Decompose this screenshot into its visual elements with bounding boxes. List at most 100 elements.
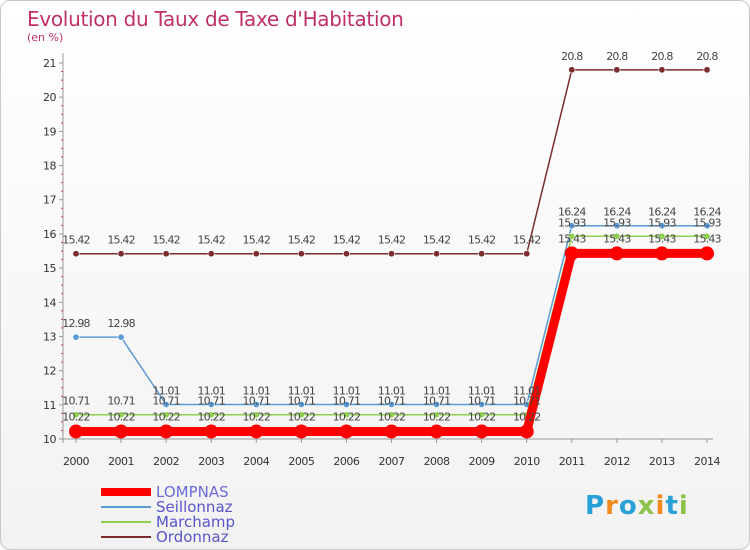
data-label: 10.71 (152, 395, 180, 408)
data-point-seillonnaz (72, 333, 80, 341)
data-point-seillonnaz (117, 333, 125, 341)
data-label: 16.24 (603, 206, 631, 219)
legend-swatch (101, 506, 151, 508)
data-point-lompnas (339, 424, 354, 439)
data-point-marchamp (387, 411, 395, 419)
y-tick-label: 14 (43, 296, 56, 309)
data-point-lompnas (609, 246, 624, 261)
y-tick-label: 15 (43, 262, 56, 275)
data-label: 10.22 (468, 411, 496, 424)
data-point-ordonnaz (162, 250, 170, 258)
x-tick-label: 2005 (288, 455, 314, 468)
data-point-ordonnaz (342, 250, 350, 258)
data-point-seillonnaz (252, 400, 260, 408)
x-tick-label: 2012 (604, 455, 630, 468)
y-tick-label: 11 (43, 399, 56, 412)
data-point-ordonnaz (523, 250, 531, 258)
y-tick-label: 18 (43, 160, 56, 173)
y-tick-label: 16 (43, 228, 56, 241)
data-label: 11.01 (378, 384, 406, 397)
data-label: 20.8 (561, 50, 583, 63)
data-label: 15.93 (603, 216, 631, 229)
data-label: 10.71 (288, 395, 316, 408)
y-tick-label: 17 (43, 194, 56, 207)
data-point-seillonnaz (387, 400, 395, 408)
data-label: 10.22 (152, 411, 180, 424)
legend-label: Marchamp (156, 513, 236, 531)
data-point-seillonnaz (162, 400, 170, 408)
x-tick-label: 2014 (694, 455, 720, 468)
x-tick-label: 2007 (379, 455, 405, 468)
data-label: 20.8 (606, 50, 628, 63)
data-label: 10.22 (107, 411, 135, 424)
data-point-marchamp (117, 411, 125, 419)
data-point-ordonnaz (703, 66, 711, 74)
data-label: 10.71 (62, 395, 90, 408)
x-tick-label: 2004 (243, 455, 269, 468)
data-label: 15.93 (558, 216, 586, 229)
chart-subtitle: (en %) (27, 31, 64, 44)
data-point-seillonnaz (703, 222, 711, 230)
x-tick-label: 2003 (198, 455, 224, 468)
data-label: 12.98 (107, 317, 135, 330)
data-label: 15.42 (243, 234, 271, 247)
x-tick-label: 2010 (514, 455, 540, 468)
x-tick-label: 2002 (153, 455, 179, 468)
x-tick-label: 2011 (559, 455, 585, 468)
data-point-ordonnaz (252, 250, 260, 258)
data-label: 10.22 (288, 411, 316, 424)
data-point-seillonnaz (613, 222, 621, 230)
data-point-marchamp (478, 411, 486, 419)
data-point-lompnas (69, 424, 83, 439)
y-tick-label: 20 (43, 91, 56, 104)
data-label: 11.01 (513, 384, 541, 397)
data-label: 15.42 (513, 234, 541, 247)
logo-letter: P (585, 491, 606, 521)
data-point-ordonnaz (72, 250, 80, 258)
legend-label: Seillonnaz (156, 498, 233, 516)
data-label: 15.42 (107, 234, 135, 247)
data-point-lompnas (159, 424, 174, 439)
data-label: 11.01 (423, 384, 451, 397)
data-label: 15.42 (62, 234, 90, 247)
data-label: 10.22 (197, 411, 225, 424)
chart-title: Evolution du Taux de Taxe d'Habitation (27, 7, 404, 31)
data-point-marchamp (72, 411, 80, 419)
data-label: 11.01 (333, 384, 361, 397)
legend-label: Ordonnaz (156, 528, 229, 546)
data-label: 15.42 (197, 234, 225, 247)
logo-letter: o (618, 491, 638, 521)
data-point-lompnas (114, 424, 129, 439)
data-label: 11.01 (468, 384, 496, 397)
data-point-ordonnaz (433, 250, 441, 258)
data-point-lompnas (654, 246, 669, 261)
data-label: 15.42 (468, 234, 496, 247)
x-tick-label: 2001 (108, 455, 134, 468)
data-label: 10.71 (423, 395, 451, 408)
data-label: 10.71 (107, 395, 135, 408)
x-tick-label: 2009 (469, 455, 495, 468)
data-point-lompnas (429, 424, 444, 439)
x-tick-label: 2013 (649, 455, 675, 468)
y-tick-label: 19 (43, 125, 56, 138)
data-point-seillonnaz (658, 222, 666, 230)
data-label: 12.98 (62, 317, 90, 330)
x-tick-label: 2008 (424, 455, 450, 468)
data-point-seillonnaz (207, 400, 215, 408)
data-point-lompnas (384, 424, 399, 439)
data-label: 10.22 (243, 411, 271, 424)
data-point-marchamp (252, 411, 260, 419)
data-label: 15.43 (558, 232, 586, 245)
logo-letter: i (678, 491, 689, 521)
data-point-ordonnaz (478, 250, 486, 258)
legend-swatch (101, 521, 151, 523)
data-label: 20.8 (651, 50, 673, 63)
data-label: 15.43 (603, 232, 631, 245)
data-label: 15.93 (693, 216, 721, 229)
data-point-ordonnaz (613, 66, 621, 74)
data-point-marchamp (703, 232, 711, 240)
data-label: 15.43 (693, 232, 721, 245)
data-label: 10.71 (468, 395, 496, 408)
data-point-ordonnaz (658, 66, 666, 74)
data-point-ordonnaz (117, 250, 125, 258)
